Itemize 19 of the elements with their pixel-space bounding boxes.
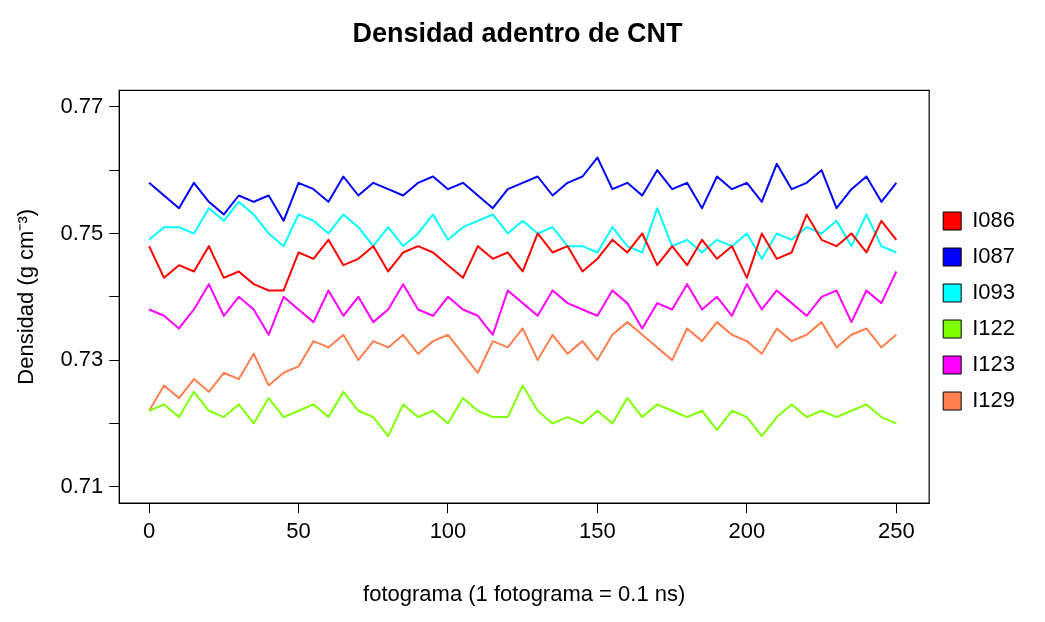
legend-label: I123 [972, 351, 1016, 377]
y-tick-label: 0.71 [60, 472, 104, 498]
legend-label: I087 [972, 243, 1016, 269]
legend-label: I122 [972, 315, 1016, 341]
x-tick-label: 50 [286, 518, 311, 544]
chart-title: Densidad adentro de CNT [352, 17, 684, 48]
x-tick-label: 150 [579, 518, 616, 544]
x-tick-label: 250 [877, 518, 915, 544]
x-tick-label: 100 [429, 518, 467, 544]
y-axis-title: Densidad (g cm⁻³) [13, 208, 39, 385]
y-tick-label: 0.73 [60, 346, 104, 372]
legend-label: I086 [972, 207, 1016, 233]
y-tick-label: 0.77 [60, 92, 104, 118]
legend-label: I129 [972, 387, 1016, 413]
legend-label: I093 [972, 279, 1016, 305]
x-tick-label: 0 [142, 518, 156, 544]
x-tick-label: 200 [728, 518, 766, 544]
x-axis-title: fotograma (1 fotograma = 0.1 ns) [363, 580, 686, 606]
y-tick-label: 0.75 [60, 219, 104, 245]
